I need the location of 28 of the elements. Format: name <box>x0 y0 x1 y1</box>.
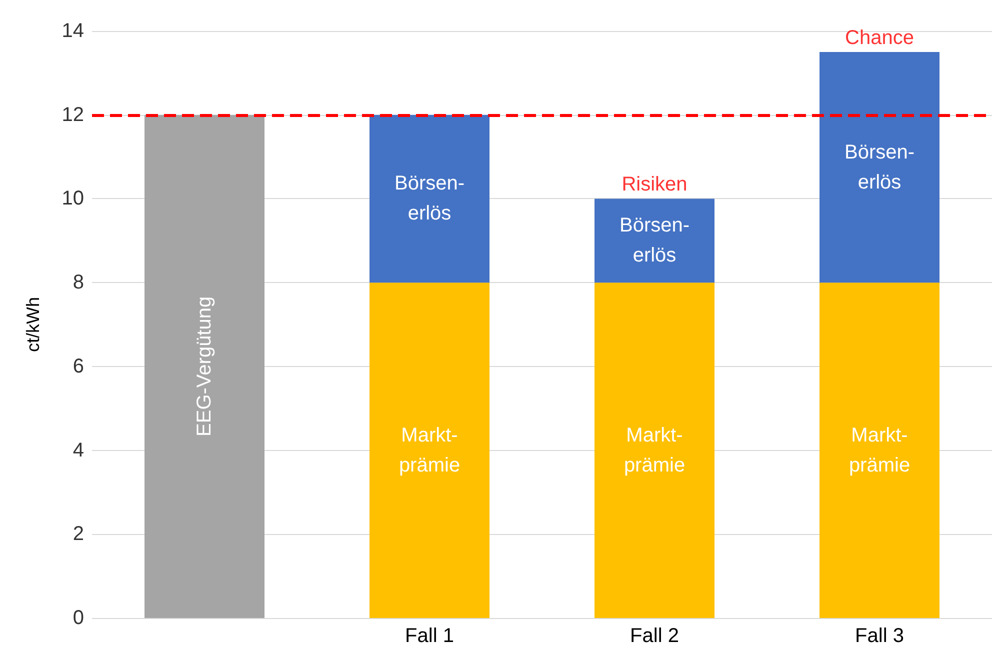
annotation: Chance <box>845 26 914 49</box>
text: Börsen- erlös <box>394 172 465 225</box>
y-tick-label: 12 <box>62 104 84 126</box>
y-tick-label: 8 <box>72 272 84 294</box>
series-label: Börsen- erlös <box>619 214 690 267</box>
y-tick-label: 0 <box>72 607 84 629</box>
x-tick-label: Fall 2 <box>630 625 679 647</box>
bar <box>820 282 940 618</box>
text: Markt- prämie <box>848 424 910 476</box>
bar <box>370 114 490 283</box>
y-axis-title: ct/kWh <box>23 296 43 352</box>
series-label: EEG-Vergütung <box>194 296 216 436</box>
y-tick-label: 6 <box>72 355 84 378</box>
x-tick-label: Fall 3 <box>855 625 904 647</box>
bar <box>594 198 714 283</box>
y-tick-label: 4 <box>72 439 84 462</box>
y-tick-label: 14 <box>62 20 84 42</box>
bar <box>594 282 714 618</box>
bar <box>820 52 940 283</box>
x-tick-label: Fall 1 <box>405 625 454 647</box>
y-tick-label: 2 <box>72 523 84 546</box>
bar <box>370 282 490 618</box>
text: Börsen- erlös <box>844 141 915 194</box>
y-tick-label: 10 <box>62 188 84 210</box>
annotation: Risiken <box>622 174 688 196</box>
text: Markt- prämie <box>398 424 460 476</box>
series-label: Markt- prämie <box>624 424 686 476</box>
bar <box>144 114 264 618</box>
